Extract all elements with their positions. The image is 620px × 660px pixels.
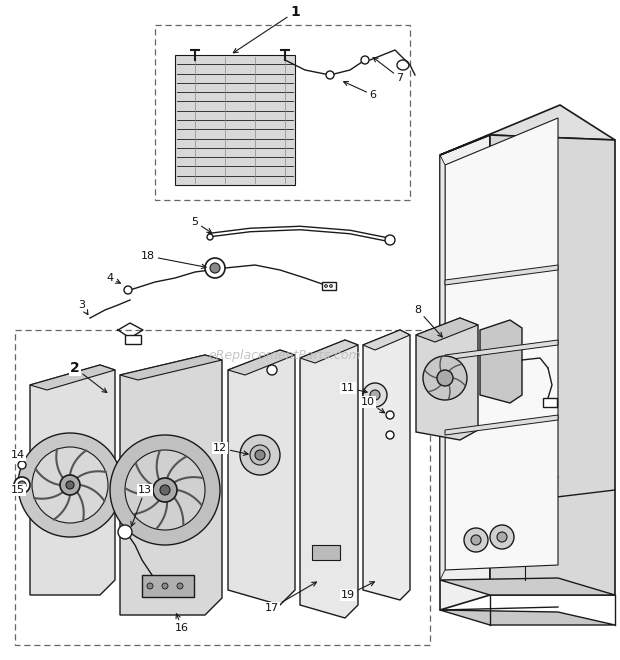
- Polygon shape: [228, 350, 295, 375]
- Polygon shape: [30, 365, 115, 595]
- Circle shape: [385, 235, 395, 245]
- Circle shape: [240, 435, 280, 475]
- Text: 2: 2: [70, 361, 107, 393]
- Circle shape: [370, 390, 380, 400]
- Polygon shape: [300, 340, 358, 618]
- Polygon shape: [175, 55, 295, 185]
- Polygon shape: [445, 265, 558, 285]
- Polygon shape: [440, 610, 615, 625]
- Text: 5: 5: [192, 217, 211, 233]
- Text: 14: 14: [11, 450, 25, 461]
- Circle shape: [124, 286, 132, 294]
- Circle shape: [497, 532, 507, 542]
- Polygon shape: [416, 318, 478, 342]
- Bar: [125, 335, 141, 344]
- Text: 19: 19: [341, 582, 374, 600]
- Text: 4: 4: [107, 273, 120, 283]
- Text: 16: 16: [175, 614, 189, 633]
- Circle shape: [18, 481, 26, 489]
- Circle shape: [14, 477, 30, 493]
- Circle shape: [464, 528, 488, 552]
- Text: 12: 12: [213, 443, 248, 455]
- Circle shape: [205, 258, 225, 278]
- Text: 15: 15: [11, 485, 25, 495]
- Text: 18: 18: [141, 251, 206, 269]
- Circle shape: [162, 583, 168, 589]
- Polygon shape: [445, 415, 558, 435]
- Circle shape: [66, 481, 74, 489]
- Circle shape: [125, 450, 205, 530]
- Bar: [543, 398, 557, 407]
- Text: 3: 3: [79, 300, 88, 315]
- Polygon shape: [120, 355, 222, 615]
- Circle shape: [60, 475, 80, 495]
- Circle shape: [177, 583, 183, 589]
- Circle shape: [437, 370, 453, 386]
- Circle shape: [207, 234, 213, 240]
- Circle shape: [361, 56, 369, 64]
- Circle shape: [324, 284, 327, 288]
- Circle shape: [110, 435, 220, 545]
- Text: eReplacementParts.com: eReplacementParts.com: [209, 348, 361, 362]
- Circle shape: [32, 447, 108, 523]
- Polygon shape: [416, 318, 478, 440]
- Circle shape: [255, 450, 265, 460]
- Circle shape: [490, 525, 514, 549]
- Text: 7: 7: [373, 57, 404, 83]
- Text: 10: 10: [361, 397, 384, 412]
- Circle shape: [210, 263, 220, 273]
- Bar: [142, 575, 194, 597]
- Text: 8: 8: [414, 305, 442, 337]
- Polygon shape: [363, 330, 410, 350]
- Bar: [312, 545, 340, 560]
- Polygon shape: [120, 355, 222, 380]
- Circle shape: [160, 485, 170, 495]
- Circle shape: [363, 383, 387, 407]
- Polygon shape: [228, 350, 295, 605]
- Polygon shape: [490, 135, 615, 595]
- Circle shape: [18, 433, 122, 537]
- Circle shape: [250, 445, 270, 465]
- Circle shape: [471, 535, 481, 545]
- Circle shape: [118, 525, 132, 539]
- Circle shape: [329, 284, 332, 288]
- Circle shape: [153, 478, 177, 502]
- Circle shape: [18, 461, 26, 469]
- Circle shape: [147, 583, 153, 589]
- Text: 1: 1: [233, 5, 300, 53]
- Polygon shape: [440, 578, 615, 595]
- Text: 11: 11: [341, 383, 367, 393]
- Circle shape: [386, 411, 394, 419]
- Polygon shape: [480, 320, 522, 403]
- Circle shape: [326, 71, 334, 79]
- Text: 17: 17: [265, 582, 317, 613]
- Text: 6: 6: [343, 81, 376, 100]
- Text: 13: 13: [131, 485, 152, 526]
- Polygon shape: [300, 340, 358, 363]
- Polygon shape: [445, 118, 558, 570]
- Bar: [322, 282, 336, 290]
- Circle shape: [386, 431, 394, 439]
- Polygon shape: [445, 340, 558, 360]
- Polygon shape: [363, 330, 410, 600]
- Polygon shape: [30, 365, 115, 390]
- Circle shape: [423, 356, 467, 400]
- Polygon shape: [440, 155, 445, 580]
- Polygon shape: [440, 105, 615, 155]
- Circle shape: [267, 365, 277, 375]
- Polygon shape: [440, 135, 490, 610]
